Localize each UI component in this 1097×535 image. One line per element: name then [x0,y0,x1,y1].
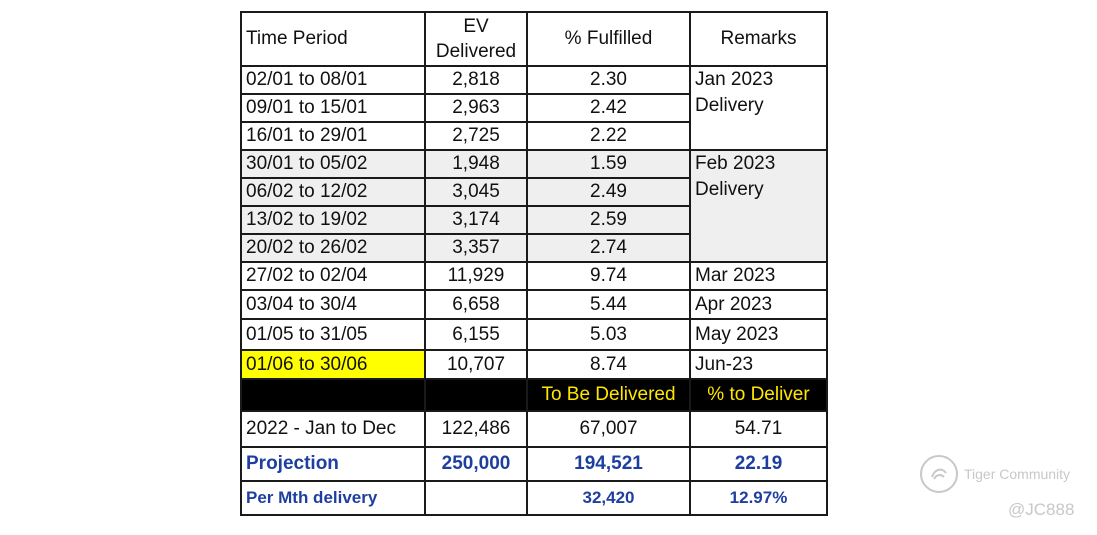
header-row: Time Period EV Delivered % Fulfilled Rem… [240,11,828,67]
remark-jan: Jan 2023 Delivery [689,65,828,151]
summary-row-per-month: Per Mth delivery 32,420 12.97% [240,480,828,516]
table-row: 01/05 to 31/05 6,155 5.03 May 2023 [240,318,828,351]
summary-ev: 250,000 [424,446,528,482]
ev-cell: 2,818 [424,65,528,95]
remark-cell: May 2023 [689,318,828,351]
watermark: Tiger Community [920,455,1070,493]
ev-cell: 3,357 [424,233,528,263]
ev-cell: 2,725 [424,121,528,151]
table-row: 16/01 to 29/01 2,725 2.22 [240,121,827,151]
table-row: 03/04 to 30/4 6,658 5.44 Apr 2023 [240,289,828,320]
summary-label: Per Mth delivery [240,480,426,516]
pct-cell: 2.30 [526,65,691,95]
period-cell: 01/05 to 31/05 [240,318,426,351]
pct-cell: 5.44 [526,289,691,320]
table-row: 30/01 to 05/02 1,948 1.59 Feb 2023 Deliv… [240,149,828,263]
pct-cell: 2.22 [526,121,691,151]
summary-label: 2022 - Jan to Dec [240,410,426,448]
pct-cell: 9.74 [526,261,691,291]
ev-cell: 10,707 [424,349,528,380]
remark-cell: Apr 2023 [689,289,828,320]
remark-feb: Feb 2023 Delivery [689,149,828,263]
summary-label: Projection [240,446,426,482]
subheader-row: To Be Delivered % to Deliver [240,378,828,412]
remark-feb-line2: Delivery [695,179,764,200]
period-cell: 02/01 to 08/01 [240,65,426,95]
period-cell: 03/04 to 30/4 [240,289,426,320]
remark-cell: Mar 2023 [689,261,828,291]
table-row: 01/06 to 30/06 10,707 8.74 Jun-23 [240,349,828,380]
summary-ev: 122,486 [424,410,528,448]
pct-cell: 2.42 [526,93,691,123]
period-cell-highlighted: 01/06 to 30/06 [240,349,426,380]
watermark-handle: @JC888 [1008,500,1075,519]
period-cell: 16/01 to 29/01 [240,121,426,151]
ev-delivery-table: Time Period EV Delivered % Fulfilled Rem… [240,11,828,516]
ev-cell: 1,948 [424,149,528,179]
header-remarks: Remarks [689,11,828,67]
period-cell: 27/02 to 02/04 [240,261,426,291]
period-cell: 13/02 to 19/02 [240,205,426,235]
ev-cell: 3,174 [424,205,528,235]
subheader-blank-1 [240,378,426,412]
remark-jan-line1: Jan 2023 [695,69,774,90]
pct-cell: 5.03 [526,318,691,351]
table-row: 09/01 to 15/01 2,963 2.42 [240,93,827,123]
pct-cell: 2.59 [526,205,691,235]
header-time-period: Time Period [240,11,426,67]
header-fulfilled: % Fulfilled [526,11,691,67]
ev-cell: 6,658 [424,289,528,320]
header-ev-line1: EV [463,16,489,37]
period-cell: 20/02 to 26/02 [240,233,426,263]
summary-to-deliver: 32,420 [526,480,691,516]
header-ev-delivered: EV Delivered [424,11,528,67]
subheader-to-be-delivered: To Be Delivered [526,378,691,412]
summary-to-deliver: 67,007 [526,410,691,448]
watermark-brand: Tiger Community [964,466,1071,482]
period-cell: 30/01 to 05/02 [240,149,426,179]
summary-ev [424,480,528,516]
subheader-pct-to-deliver: % to Deliver [689,378,828,412]
period-cell: 06/02 to 12/02 [240,177,426,207]
ev-cell: 2,963 [424,93,528,123]
period-cell: 09/01 to 15/01 [240,93,426,123]
ev-cell: 11,929 [424,261,528,291]
tiger-logo-icon [920,455,958,493]
summary-row-2022: 2022 - Jan to Dec 122,486 67,007 54.71 [240,410,828,448]
summary-pct: 54.71 [689,410,828,448]
table-row: 27/02 to 02/04 11,929 9.74 Mar 2023 [240,261,828,291]
summary-pct: 12.97% [689,480,828,516]
pct-cell: 1.59 [526,149,691,179]
pct-cell: 8.74 [526,349,691,380]
header-ev-line2: Delivered [435,41,517,62]
pct-cell: 2.49 [526,177,691,207]
remark-jan-line2: Delivery [695,95,764,116]
summary-pct: 22.19 [689,446,828,482]
ev-cell: 6,155 [424,318,528,351]
subheader-blank-2 [424,378,528,412]
summary-row-projection: Projection 250,000 194,521 22.19 [240,446,828,482]
pct-cell: 2.74 [526,233,691,263]
ev-cell: 3,045 [424,177,528,207]
remark-cell: Jun-23 [689,349,828,380]
summary-to-deliver: 194,521 [526,446,691,482]
table-row: 02/01 to 08/01 2,818 2.30 Jan 2023 Deliv… [240,65,828,151]
remark-feb-line1: Feb 2023 [695,153,776,174]
